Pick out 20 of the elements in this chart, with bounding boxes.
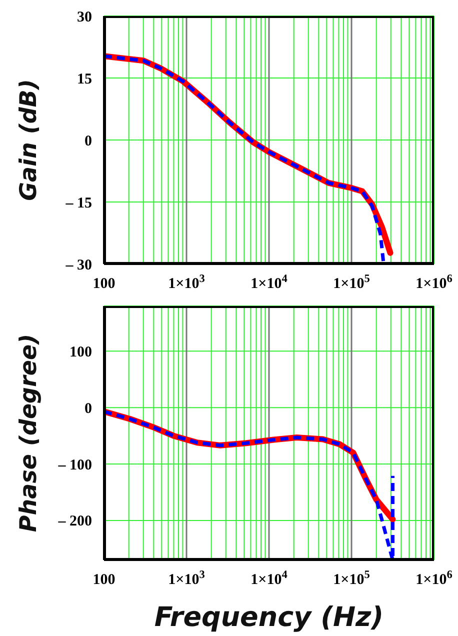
y-tick-label: 15 <box>77 71 92 88</box>
y-tick-label: 100 <box>70 344 92 360</box>
y-tick-label: 0 <box>84 400 92 417</box>
x-tick-label: 1×10$^{4}$ <box>250 273 288 292</box>
y-axis-title: Gain (dB) <box>16 79 42 201</box>
x-tick-label: 1×10$^{3}$ <box>168 273 206 292</box>
x-tick-label: 1×10$^{6}$ <box>416 569 453 588</box>
y-tick-label: – 100 <box>57 457 92 474</box>
x-tick-label: 1×10$^{4}$ <box>250 569 288 588</box>
y-axis-title: Phase (degree) <box>16 334 42 532</box>
y-tick-label: 0 <box>84 133 92 150</box>
y-tick-label: – 30 <box>64 257 92 274</box>
y-tick-label: 30 <box>77 9 92 26</box>
x-tick-label: 1×10$^{3}$ <box>168 569 206 588</box>
x-tick-label: 1×10$^{5}$ <box>333 273 370 292</box>
x-axis-title: Frequency (Hz) <box>154 602 384 633</box>
x-tick-label: 1×10$^{6}$ <box>416 273 453 292</box>
x-tick-label: 1×10$^{5}$ <box>333 569 370 588</box>
y-tick-label: – 200 <box>57 514 92 530</box>
y-tick-label: – 15 <box>64 195 92 212</box>
